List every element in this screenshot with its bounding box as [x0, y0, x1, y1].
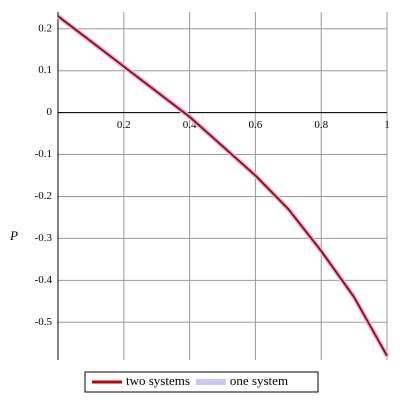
- y-tick-label: -0.5: [35, 316, 53, 328]
- y-tick-label: -0.3: [35, 232, 53, 244]
- line-series: [56, 14, 390, 358]
- y-tick-label: -0.2: [35, 190, 52, 202]
- x-tick-label: 1: [384, 119, 390, 131]
- y-tick-label: 0: [47, 106, 53, 118]
- legend: two systems one system: [84, 371, 319, 393]
- x-tick-label: 0.2: [117, 119, 131, 131]
- x-tick-label: 0.6: [249, 119, 263, 131]
- legend-label: two systems: [126, 373, 190, 388]
- line-series: [57, 15, 388, 357]
- x-tick-label: 0.4: [183, 119, 197, 131]
- y-tick-label: 0.2: [38, 22, 52, 34]
- x-tick-label: 0.8: [314, 119, 328, 131]
- legend-label: one system: [230, 373, 288, 388]
- y-tick-label: 0.1: [38, 64, 52, 76]
- y-tick-label: -0.4: [35, 274, 53, 286]
- y-axis-label: P: [9, 228, 18, 243]
- y-tick-label: -0.1: [35, 148, 52, 160]
